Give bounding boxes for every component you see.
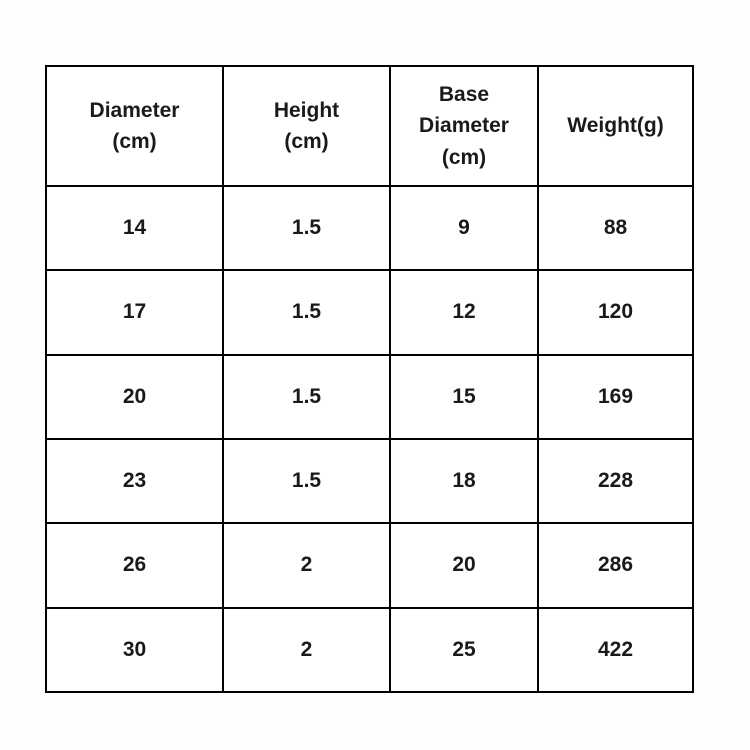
cell-diameter-cm: 30: [45, 606, 224, 694]
cell-base-diameter-cm: 12: [389, 269, 539, 356]
table-row: 17 1.5 12 120: [45, 269, 694, 356]
cell-diameter-cm: 26: [45, 522, 224, 609]
column-header-diameter-cm: Diameter (cm): [45, 65, 224, 187]
cell-weight-g: 169: [537, 353, 694, 440]
cell-base-diameter-cm: 25: [389, 606, 539, 694]
cell-base-diameter-cm: 9: [389, 184, 539, 272]
cell-height-cm: 2: [222, 522, 391, 609]
spec-table: Diameter (cm) Height (cm) Base Diameter (c…: [45, 65, 694, 694]
table-row: 30 2 25 422: [45, 606, 694, 694]
cell-height-cm: 1.5: [222, 437, 391, 525]
cell-weight-g: 422: [537, 606, 694, 694]
column-header-base-diameter-cm: Base Diameter (cm): [389, 65, 539, 187]
column-header-weight-g: Weight(g): [537, 65, 694, 187]
cell-base-diameter-cm: 18: [389, 437, 539, 525]
cell-height-cm: 2: [222, 606, 391, 694]
table-row: 23 1.5 18 228: [45, 437, 694, 525]
cell-diameter-cm: 17: [45, 269, 224, 356]
cell-base-diameter-cm: 15: [389, 353, 539, 440]
cell-weight-g: 286: [537, 522, 694, 609]
cell-height-cm: 1.5: [222, 353, 391, 440]
column-header-height-cm: Height (cm): [222, 65, 391, 187]
cell-weight-g: 228: [537, 437, 694, 525]
table-body: 14 1.5 9 88 17 1.5 12 120 20 1.5 15 169 23 1.5 18 228 26…: [45, 184, 694, 694]
cell-weight-g: 120: [537, 269, 694, 356]
table-row: 26 2 20 286: [45, 522, 694, 609]
cell-base-diameter-cm: 20: [389, 522, 539, 609]
cell-height-cm: 1.5: [222, 269, 391, 356]
cell-diameter-cm: 23: [45, 437, 224, 525]
cell-diameter-cm: 20: [45, 353, 224, 440]
cell-height-cm: 1.5: [222, 184, 391, 272]
table-row: 14 1.5 9 88: [45, 184, 694, 272]
header-row: Diameter (cm) Height (cm) Base Diameter (c…: [45, 65, 694, 187]
table-row: 20 1.5 15 169: [45, 353, 694, 440]
cell-weight-g: 88: [537, 184, 694, 272]
cell-diameter-cm: 14: [45, 184, 224, 272]
